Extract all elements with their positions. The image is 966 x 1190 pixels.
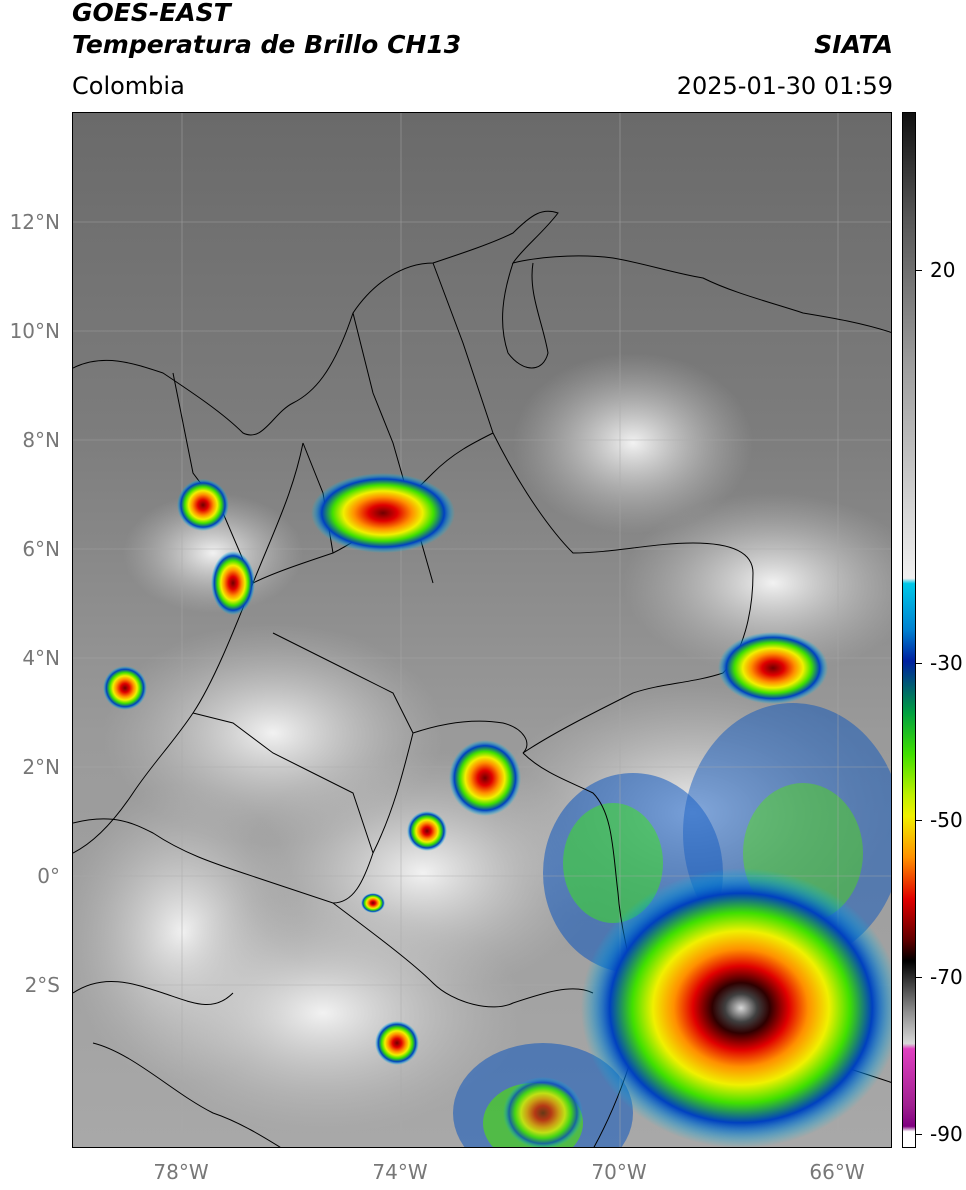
storm-cell-choco-north: [177, 479, 229, 531]
cloud-field: [73, 353, 891, 1133]
temperature-colorbar: [902, 112, 916, 1148]
lon-label-78w: 78°W: [153, 1160, 209, 1184]
storm-cell-orinoco: [718, 632, 828, 704]
product-title: Temperatura de Brillo CH13: [72, 30, 462, 59]
lat-label-6n: 6°N: [22, 537, 60, 561]
cbar-tick-m30: [916, 663, 922, 664]
cbar-label-m90: -90: [930, 1122, 963, 1146]
cbar-label-m70: -70: [930, 965, 963, 989]
cbar-tick-m70: [916, 977, 922, 978]
lat-label-2s: 2°S: [24, 973, 60, 997]
cbar-tick-m50: [916, 820, 922, 821]
cbar-tick-20: [916, 270, 922, 271]
cbar-label-20: 20: [930, 258, 956, 282]
satellite-map[interactable]: [72, 112, 892, 1148]
cbar-label-m50: -50: [930, 808, 963, 832]
cbar-label-m30: -30: [930, 651, 963, 675]
region-label: Colombia: [72, 72, 185, 100]
lon-label-74w: 74°W: [372, 1160, 428, 1184]
satellite-title: GOES-EAST: [72, 0, 231, 27]
storm-cell-guainia: [407, 811, 447, 851]
lon-label-66w: 66°W: [809, 1160, 865, 1184]
storm-cell-amazon-sw: [503, 1077, 583, 1147]
datetime-label: 2025-01-30 01:59: [676, 72, 893, 100]
storm-cells: [103, 473, 891, 1147]
storm-cell-pacific: [103, 666, 147, 710]
storm-cell-cauca: [361, 893, 385, 913]
lat-label-12n: 12°N: [9, 210, 60, 234]
lat-label-2n: 2°N: [22, 755, 60, 779]
storm-cell-choco-south: [211, 551, 255, 615]
storm-cell-amazon-large: [581, 868, 891, 1147]
cbar-tick-m90: [916, 1134, 922, 1135]
agency-label: SIATA: [814, 30, 893, 59]
storm-cell-guaviare: [449, 740, 521, 816]
lat-label-0: 0°: [37, 864, 60, 888]
lon-label-70w: 70°W: [591, 1160, 647, 1184]
storm-cell-magdalena: [311, 473, 455, 553]
storm-cell-putumayo: [375, 1021, 419, 1065]
lat-label-8n: 8°N: [22, 428, 60, 452]
lat-label-4n: 4°N: [22, 646, 60, 670]
lat-label-10n: 10°N: [9, 319, 60, 343]
